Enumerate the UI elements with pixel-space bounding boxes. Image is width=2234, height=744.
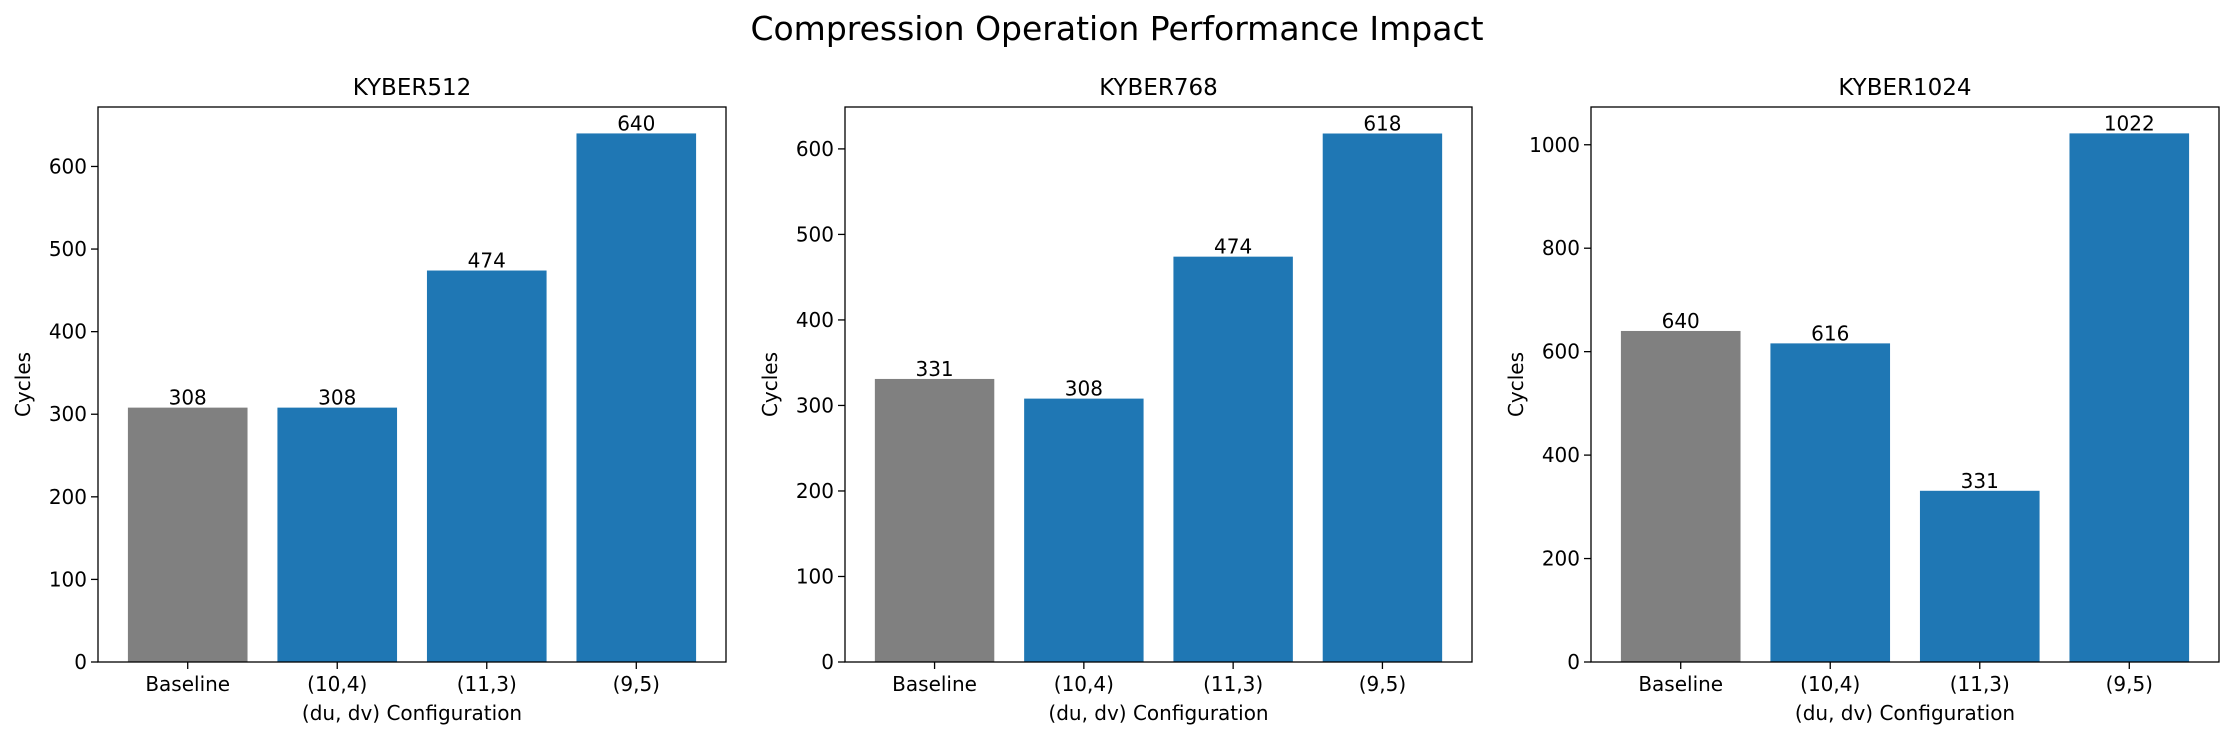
bar-value-label: 640 <box>1662 309 1700 333</box>
bar-value-label: 1022 <box>2104 111 2155 135</box>
bar-value-label: 616 <box>1811 321 1849 345</box>
x-axis-label: (du, dv) Configuration <box>302 701 522 725</box>
y-tick-label: 300 <box>49 402 87 426</box>
y-tick-label: 300 <box>796 393 834 417</box>
bar <box>127 407 248 662</box>
y-tick-label: 800 <box>1542 236 1580 260</box>
x-axis-label: (du, dv) Configuration <box>1795 701 2015 725</box>
panel-title: KYBER1024 <box>1838 75 1971 101</box>
y-tick-label: 600 <box>49 154 87 178</box>
bar <box>426 270 547 662</box>
y-tick-label: 600 <box>796 137 834 161</box>
x-tick-label: (9,5) <box>613 672 660 696</box>
bar-value-label: 308 <box>318 386 356 410</box>
bar <box>277 407 398 662</box>
x-tick-label: (10,4) <box>307 672 367 696</box>
y-tick-label: 100 <box>796 564 834 588</box>
chart-panels: KYBER512 308 308 474 640 0 100 200 300 400 500 600 B… <box>11 75 2220 725</box>
bar <box>1770 343 1891 662</box>
y-tick-label: 400 <box>49 320 87 344</box>
y-axis-label: Cycles <box>1504 352 1528 417</box>
bar-value-label: 474 <box>1214 235 1252 259</box>
y-tick-label: 200 <box>1542 547 1580 571</box>
chart-panel: KYBER768 331 308 474 618 0 100 200 300 400 500 600 B… <box>758 75 1473 725</box>
bar-value-label: 474 <box>468 249 506 273</box>
bar-value-label: 618 <box>1363 112 1401 136</box>
y-tick-label: 400 <box>1542 443 1580 467</box>
x-axis-label: (du, dv) Configuration <box>1048 701 1268 725</box>
y-axis-label: Cycles <box>758 352 782 417</box>
y-tick-label: 0 <box>74 650 87 674</box>
y-tick-label: 200 <box>796 479 834 503</box>
axes-frame <box>97 106 727 663</box>
bar <box>874 378 995 662</box>
x-tick-label: (10,4) <box>1054 672 1114 696</box>
bar-value-label: 308 <box>169 386 207 410</box>
y-tick-label: 600 <box>1542 340 1580 364</box>
bar <box>1919 490 2040 662</box>
x-tick-label: (11,3) <box>1203 672 1263 696</box>
bar <box>1620 330 1741 662</box>
chart-panel: KYBER512 308 308 474 640 0 100 200 300 400 500 600 B… <box>11 75 727 725</box>
y-tick-label: 200 <box>49 485 87 509</box>
x-tick-label: (11,3) <box>457 672 517 696</box>
y-tick-label: 100 <box>49 567 87 591</box>
figure-title: Compression Operation Performance Impact <box>750 9 1483 48</box>
bar-value-label: 308 <box>1065 377 1103 401</box>
x-tick-label: (9,5) <box>2106 672 2153 696</box>
bar <box>1173 256 1293 662</box>
x-tick-label: Baseline <box>1638 672 1723 696</box>
bar-value-label: 331 <box>1961 469 1999 493</box>
panel-title: KYBER768 <box>1099 75 1218 101</box>
axes-frame <box>1590 106 2220 663</box>
chart-panel: KYBER1024 640 616 331 1022 0 200 400 600 800 1000 B… <box>1504 75 2220 725</box>
y-tick-label: 0 <box>821 650 834 674</box>
y-axis-label: Cycles <box>11 352 35 417</box>
x-tick-label: (11,3) <box>1950 672 2010 696</box>
bar <box>2069 133 2190 663</box>
bar-value-label: 640 <box>617 111 655 135</box>
bar <box>1024 398 1144 662</box>
x-tick-label: (9,5) <box>1359 672 1406 696</box>
x-tick-label: (10,4) <box>1800 672 1860 696</box>
bar <box>1322 133 1443 662</box>
panel-title: KYBER512 <box>353 75 472 101</box>
y-tick-label: 1000 <box>1529 133 1580 157</box>
y-tick-label: 0 <box>1567 650 1580 674</box>
bar-value-label: 331 <box>915 357 953 381</box>
x-tick-label: Baseline <box>892 672 977 696</box>
x-tick-label: Baseline <box>145 672 230 696</box>
y-tick-label: 400 <box>796 308 834 332</box>
axes-frame <box>844 106 1473 663</box>
y-tick-label: 500 <box>49 237 87 261</box>
y-tick-label: 500 <box>796 222 834 246</box>
bar <box>576 133 697 662</box>
